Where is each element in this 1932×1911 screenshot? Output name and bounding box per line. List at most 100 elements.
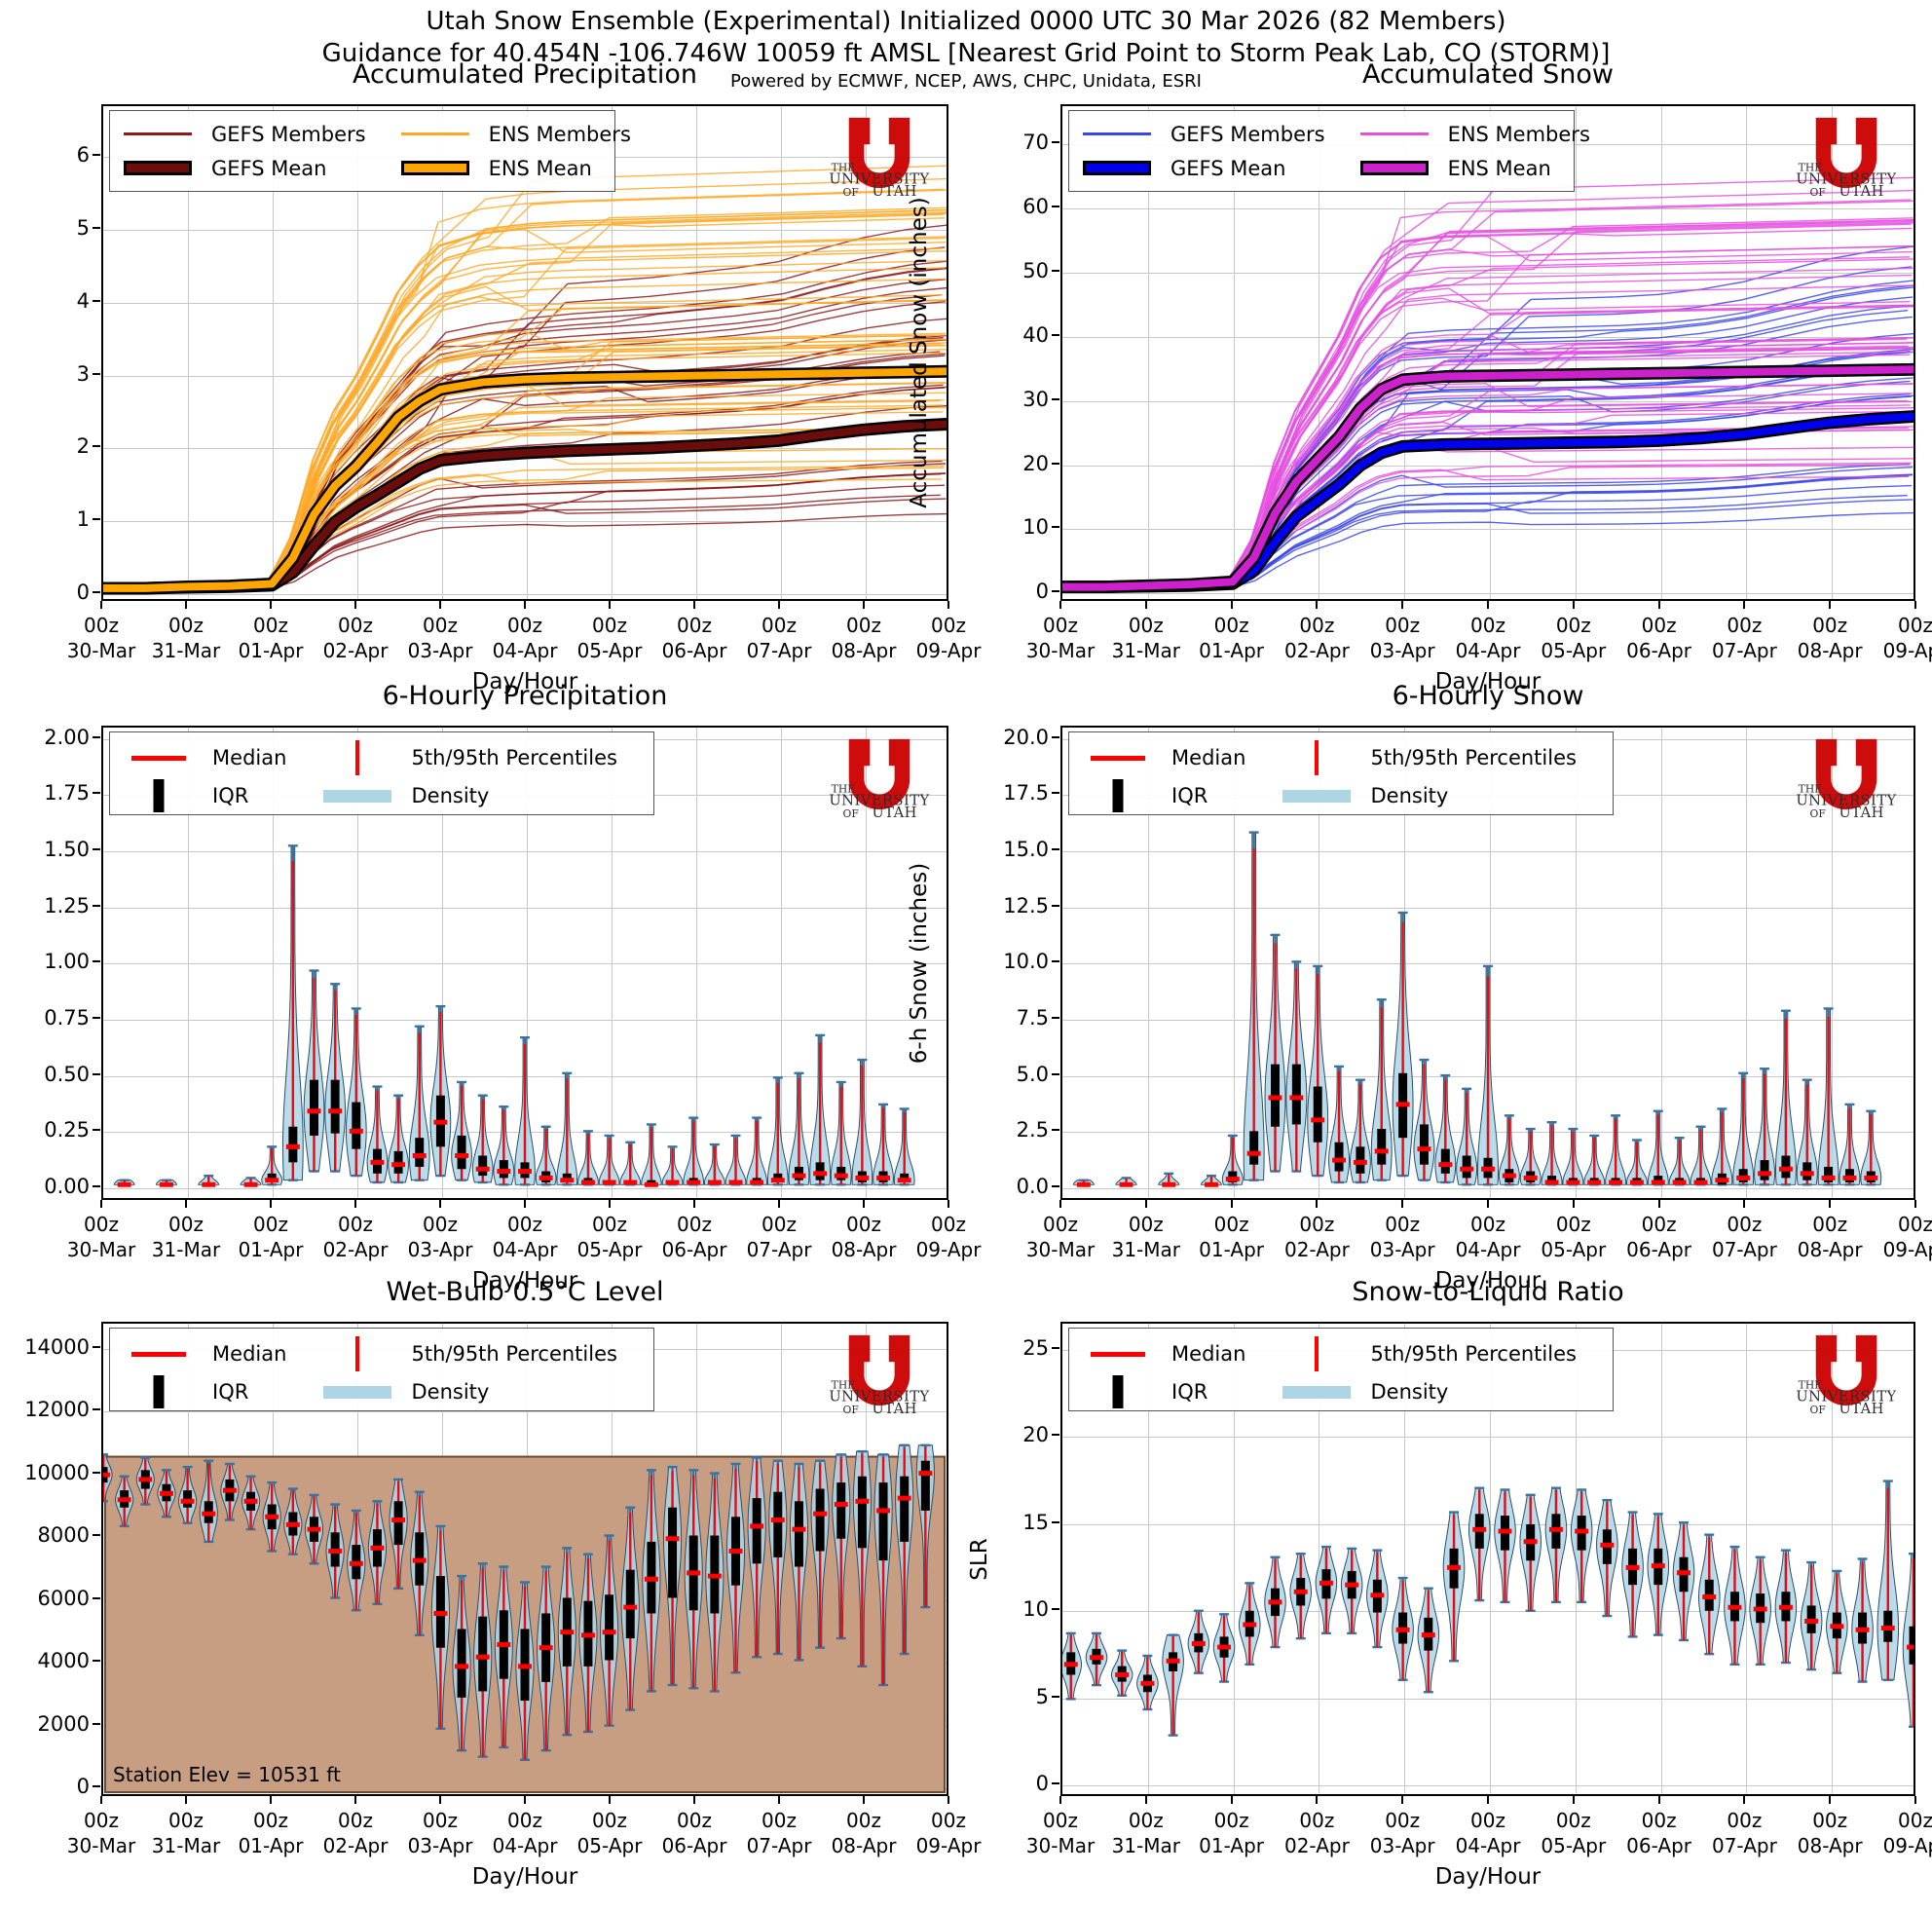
legend-marker — [400, 132, 469, 135]
x-tick-label: 00z 04-Apr — [493, 1808, 558, 1858]
x-tick-mark — [354, 1200, 356, 1208]
x-axis-label-accumulated-snow: Day/Hour — [1434, 669, 1542, 694]
y-tick-label: 1.00 — [44, 950, 90, 974]
y-tick-mark — [93, 1596, 100, 1599]
x-tick-mark — [778, 1796, 780, 1804]
x-tick-hour: 00z — [592, 1809, 627, 1832]
x-tick-day: 06-Apr — [1626, 1834, 1692, 1857]
y-tick-mark — [1052, 333, 1059, 336]
gridline-v — [273, 728, 274, 1198]
x-tick-day: 08-Apr — [831, 1834, 897, 1857]
legend-label: GEFS Mean — [211, 156, 327, 180]
x-tick-hour: 00z — [423, 1809, 458, 1832]
y-tick-label: 0.25 — [44, 1118, 90, 1143]
x-tick-label: 00z 04-Apr — [1456, 1212, 1521, 1262]
x-tick-mark — [1487, 1200, 1489, 1208]
gridline-h — [103, 1411, 947, 1413]
x-tick-hour: 00z — [677, 1213, 712, 1236]
y-tick-label: 20 — [1022, 1423, 1049, 1447]
x-tick-hour: 00z — [1043, 1213, 1078, 1236]
x-tick-day: 06-Apr — [1626, 1238, 1692, 1261]
x-tick-label: 00z 30-Mar — [1026, 1808, 1095, 1858]
x-tick-day: 30-Mar — [1025, 639, 1096, 662]
x-tick-label: 00z 03-Apr — [408, 613, 473, 663]
x-tick-label: 00z 02-Apr — [1284, 613, 1350, 663]
y-tick-mark — [1052, 141, 1059, 144]
x-tick-label: 00z 01-Apr — [239, 1212, 304, 1262]
y-tick-mark — [1052, 847, 1059, 850]
gridline-v — [1575, 728, 1577, 1198]
x-tick-mark — [863, 1796, 865, 1804]
x-tick-mark — [1743, 601, 1746, 609]
gridline-v — [1404, 1324, 1406, 1794]
x-tick-label: 00z 31-Mar — [152, 1808, 220, 1858]
x-tick-mark — [1914, 1796, 1916, 1804]
y-tick-label: 4000 — [37, 1649, 90, 1673]
x-tick-day: 03-Apr — [1369, 1834, 1435, 1857]
x-tick-hour: 00z — [1812, 1809, 1848, 1832]
y-tick-mark — [1052, 735, 1059, 738]
legend-marker — [1084, 1375, 1152, 1408]
x-tick-hour: 00z — [253, 614, 288, 637]
y-tick-mark — [93, 960, 100, 963]
y-tick-label: 50 — [1022, 259, 1049, 283]
y-tick-mark — [1052, 1017, 1059, 1020]
x-tick-hour: 00z — [1898, 1809, 1932, 1832]
x-tick-label: 00z 08-Apr — [832, 1808, 897, 1858]
gridline-v — [1660, 728, 1662, 1198]
x-tick-mark — [1230, 601, 1233, 609]
y-tick-mark — [1052, 206, 1059, 208]
x-tick-label: 00z 08-Apr — [1798, 1808, 1863, 1858]
legend-swatch-4 — [319, 789, 395, 803]
gridline-v — [1147, 106, 1149, 599]
x-tick-label: 00z 07-Apr — [1712, 613, 1777, 663]
x-tick-mark — [778, 1200, 780, 1208]
y-tick-mark — [1052, 1129, 1059, 1132]
x-tick-label: 00z 06-Apr — [1626, 613, 1691, 663]
gridline-h — [1062, 1437, 1913, 1439]
y-tick-label: 3 — [76, 361, 90, 386]
x-tick-hour: 00z — [1727, 1213, 1763, 1236]
svg-text:UTAH: UTAH — [1839, 805, 1884, 817]
gridline-v — [1233, 1324, 1235, 1794]
x-tick-day: 30-Mar — [66, 1834, 136, 1857]
legend-swatch-2 — [319, 1336, 395, 1371]
x-tick-label: 00z 07-Apr — [747, 1212, 812, 1262]
x-tick-hour: 00z — [1213, 1213, 1249, 1236]
y-tick-label: 5.0 — [1016, 1062, 1049, 1086]
x-tick-mark — [1401, 1200, 1404, 1208]
x-tick-label: 00z 01-Apr — [1199, 1808, 1264, 1858]
y-tick-label: 1 — [76, 507, 90, 532]
panel-accumulated-precipitation: GEFS Members ENS Members GEFS Mean ENS Mean… — [101, 104, 948, 601]
x-tick-label: 00z 05-Apr — [577, 613, 643, 663]
gridline-v — [696, 106, 697, 599]
y-tick-mark — [93, 518, 100, 521]
x-tick-day: 30-Mar — [1025, 1834, 1096, 1857]
x-tick-hour: 00z — [1555, 614, 1591, 637]
y-tick-label: 6 — [76, 143, 90, 168]
y-tick-mark — [1052, 792, 1059, 795]
x-tick-mark — [1144, 601, 1147, 609]
legend-swatch-1 — [120, 132, 196, 135]
x-tick-day: 02-Apr — [1283, 1834, 1350, 1857]
plot-area-wet-bulb-level — [103, 1324, 947, 1794]
gridline-h — [1062, 465, 1913, 467]
gridline-v — [442, 728, 443, 1198]
y-tick-label: 8000 — [37, 1523, 90, 1548]
legend-label: Median — [212, 1342, 287, 1366]
x-tick-label: 00z 31-Mar — [1112, 1212, 1180, 1262]
legend-iqr — [1112, 779, 1124, 812]
x-tick-day: 31-Mar — [151, 1834, 221, 1857]
legend-label: ENS Mean — [1447, 156, 1551, 180]
y-tick-label: 17.5 — [1003, 781, 1049, 806]
x-tick-day: 31-Mar — [151, 639, 221, 662]
x-tick-label: 00z 04-Apr — [493, 1212, 558, 1262]
x-tick-mark — [354, 1796, 356, 1804]
x-tick-day: 05-Apr — [1541, 1238, 1607, 1261]
x-tick-hour: 00z — [338, 1213, 373, 1236]
x-tick-hour: 00z — [1555, 1213, 1591, 1236]
x-tick-mark — [863, 601, 865, 609]
x-tick-day: 30-Mar — [1025, 1238, 1096, 1261]
x-tick-day: 31-Mar — [1111, 639, 1180, 662]
gridline-v — [1832, 1324, 1834, 1794]
